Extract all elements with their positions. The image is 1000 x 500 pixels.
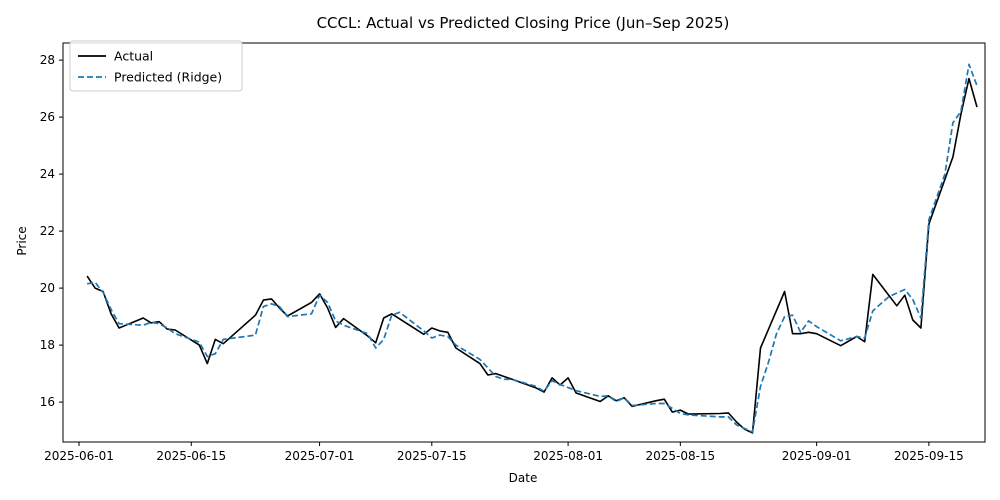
y-tick-label: 24 — [40, 167, 55, 181]
x-axis-label: Date — [509, 471, 538, 485]
y-tick-label: 18 — [40, 338, 55, 352]
x-tick-label: 2025-08-01 — [533, 449, 603, 463]
legend-box — [69, 40, 243, 92]
x-tick-label: 2025-07-15 — [397, 449, 467, 463]
x-tick-label: 2025-06-15 — [156, 449, 226, 463]
y-tick-label: 28 — [40, 53, 55, 67]
x-tick-label: 2025-06-01 — [44, 449, 114, 463]
y-axis-label: Price — [15, 226, 29, 255]
legend-label: Actual — [114, 49, 153, 64]
series-line-actual — [86, 77, 978, 434]
y-tick-label: 22 — [40, 224, 55, 238]
y-tick-label: 16 — [40, 395, 55, 409]
x-tick-label: 2025-08-15 — [645, 449, 715, 463]
chart-title: CCCL: Actual vs Predicted Closing Price … — [317, 14, 730, 32]
y-tick-label: 26 — [40, 110, 55, 124]
plot-frame — [62, 42, 986, 443]
legend-label: Predicted (Ridge) — [114, 70, 222, 85]
x-tick-label: 2025-09-01 — [782, 449, 852, 463]
series-line-predicted — [86, 63, 978, 433]
y-tick-label: 20 — [40, 281, 55, 295]
x-tick-label: 2025-09-15 — [894, 449, 964, 463]
x-tick-label: 2025-07-01 — [285, 449, 355, 463]
